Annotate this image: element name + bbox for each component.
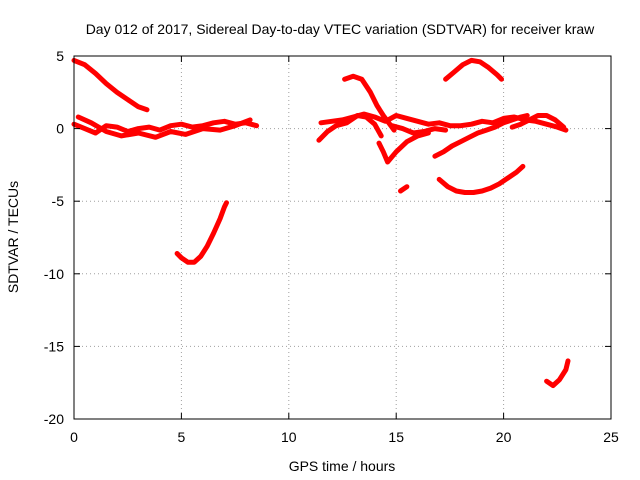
- series-line-arc-14: [509, 113, 567, 130]
- y-axis-label: SDTVAR / TECUs: [5, 181, 21, 293]
- y-tick-label: 5: [56, 48, 64, 64]
- series-line-arc-01: [71, 57, 150, 113]
- y-tick-label: -15: [44, 338, 64, 354]
- y-tick-labels: 5 0 -5 -10 -15 -20: [44, 48, 64, 427]
- series-line-arc-06: [316, 113, 384, 143]
- y-tick-label: -5: [52, 193, 65, 209]
- series-line-arc-09: [398, 184, 410, 194]
- series-line-arc-04: [174, 200, 229, 265]
- x-tick-label: 5: [178, 429, 186, 445]
- series-line-arc-08: [376, 130, 431, 165]
- axis-ticks: [73, 55, 612, 420]
- x-axis-label: GPS time / hours: [289, 458, 396, 474]
- series-line-arc-12: [436, 163, 526, 195]
- x-tick-labels: 0 5 10 15 20 25: [70, 429, 619, 445]
- chart-title: Day 012 of 2017, Sidereal Day-to-day VTE…: [86, 21, 595, 37]
- series-line-arc-11: [432, 113, 530, 159]
- x-tick-label: 15: [388, 429, 404, 445]
- x-tick-label: 0: [70, 429, 78, 445]
- series-line-arc-15: [544, 358, 571, 389]
- series-line-arc-07: [342, 73, 397, 133]
- y-tick-label: -20: [44, 411, 64, 427]
- series-line-arc-13: [443, 57, 504, 82]
- x-tick-label: 20: [496, 429, 512, 445]
- plot-frame: [73, 55, 612, 420]
- x-tick-label: 25: [603, 429, 619, 445]
- grid: [74, 56, 611, 419]
- series-line-arc-10: [389, 123, 449, 136]
- data-series: [71, 57, 571, 389]
- x-tick-label: 10: [281, 429, 297, 445]
- series-line-arc-03: [75, 114, 253, 140]
- series-line-arc-02: [71, 118, 260, 136]
- y-tick-label: -10: [44, 266, 64, 282]
- y-tick-label: 0: [56, 121, 64, 137]
